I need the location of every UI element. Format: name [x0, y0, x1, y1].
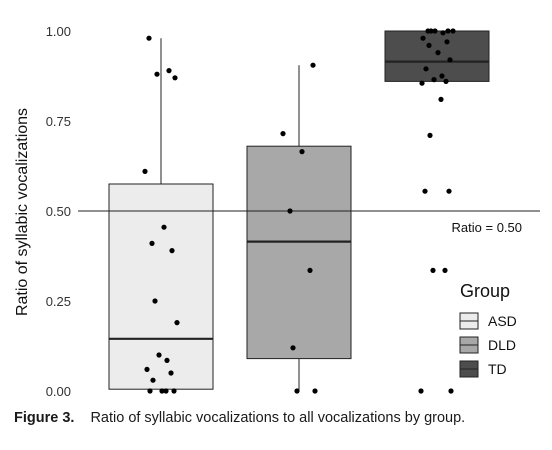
data-point — [147, 388, 153, 394]
data-point — [299, 149, 305, 155]
figure-label: Figure 3. — [14, 410, 75, 426]
y-tick-label: 0.50 — [46, 204, 71, 219]
data-point — [446, 188, 452, 194]
legend-label: ASD — [488, 313, 517, 329]
data-point — [448, 388, 454, 394]
data-point — [280, 131, 286, 137]
data-point — [149, 240, 155, 246]
data-point — [420, 35, 426, 41]
data-point — [307, 267, 313, 273]
box-asd — [108, 38, 214, 391]
data-point — [435, 50, 441, 56]
data-point — [161, 224, 167, 230]
y-tick-label: 0.75 — [46, 114, 71, 129]
box-body — [246, 145, 352, 360]
data-point — [290, 345, 296, 351]
data-point — [142, 168, 148, 174]
data-point — [418, 388, 424, 394]
data-point — [438, 96, 444, 102]
data-point — [171, 388, 177, 394]
data-point — [431, 77, 437, 83]
data-point — [163, 388, 169, 394]
data-point — [430, 267, 436, 273]
data-point — [419, 80, 425, 86]
data-point — [159, 388, 165, 394]
y-axis: 0.00 0.25 0.50 0.75 1.00 — [46, 24, 71, 399]
data-point — [144, 366, 150, 372]
data-point — [450, 28, 456, 34]
data-point — [447, 57, 453, 63]
data-point — [427, 132, 433, 138]
data-point — [168, 370, 174, 376]
box-body — [108, 183, 214, 390]
y-axis-label: Ratio of syllabic vocalizations — [14, 108, 31, 316]
legend-label: DLD — [488, 337, 516, 353]
boxplot-chart: 0.00 0.25 0.50 0.75 1.00 Ratio of syllabic v… — [14, 24, 540, 399]
data-point — [154, 71, 160, 77]
y-tick-label: 1.00 — [46, 24, 71, 39]
legend: Group ASD DLD TD — [459, 281, 517, 378]
data-point — [444, 39, 450, 45]
data-point — [146, 35, 152, 41]
y-tick-label: 0.00 — [46, 384, 71, 399]
boxes-layer — [108, 30, 490, 391]
data-point — [169, 248, 175, 254]
box-td — [384, 30, 490, 82]
data-point — [440, 30, 446, 36]
data-point — [442, 267, 448, 273]
reference-line-group: Ratio = 0.50 — [78, 210, 540, 235]
data-point — [172, 75, 178, 81]
legend-title: Group — [460, 281, 510, 301]
legend-item-td: TD — [459, 360, 507, 378]
data-point — [439, 73, 445, 79]
caption-text: Ratio of syllabic vocalizations to all v… — [90, 410, 466, 426]
data-point — [312, 388, 318, 394]
box-body — [384, 30, 490, 82]
data-point — [428, 28, 434, 34]
points-layer — [142, 28, 456, 394]
data-point — [443, 78, 449, 84]
data-point — [174, 320, 180, 326]
data-point — [310, 62, 316, 68]
legend-item-dld: DLD — [459, 336, 516, 354]
data-point — [164, 357, 170, 363]
reference-line-label: Ratio = 0.50 — [452, 220, 522, 235]
figure-caption: Figure 3. Ratio of syllabic vocalizations… — [14, 410, 544, 426]
data-point — [423, 66, 429, 72]
data-point — [426, 42, 432, 49]
box-dld — [246, 65, 352, 391]
legend-item-asd: ASD — [459, 312, 517, 330]
data-point — [150, 377, 156, 383]
data-point — [445, 28, 451, 34]
data-point — [432, 28, 438, 34]
data-point — [152, 298, 158, 304]
data-point — [166, 68, 172, 74]
y-tick-label: 0.25 — [46, 294, 71, 309]
data-point — [156, 352, 162, 358]
data-point — [422, 188, 428, 194]
legend-label: TD — [488, 361, 507, 377]
data-point — [287, 208, 293, 214]
data-point — [294, 388, 300, 394]
